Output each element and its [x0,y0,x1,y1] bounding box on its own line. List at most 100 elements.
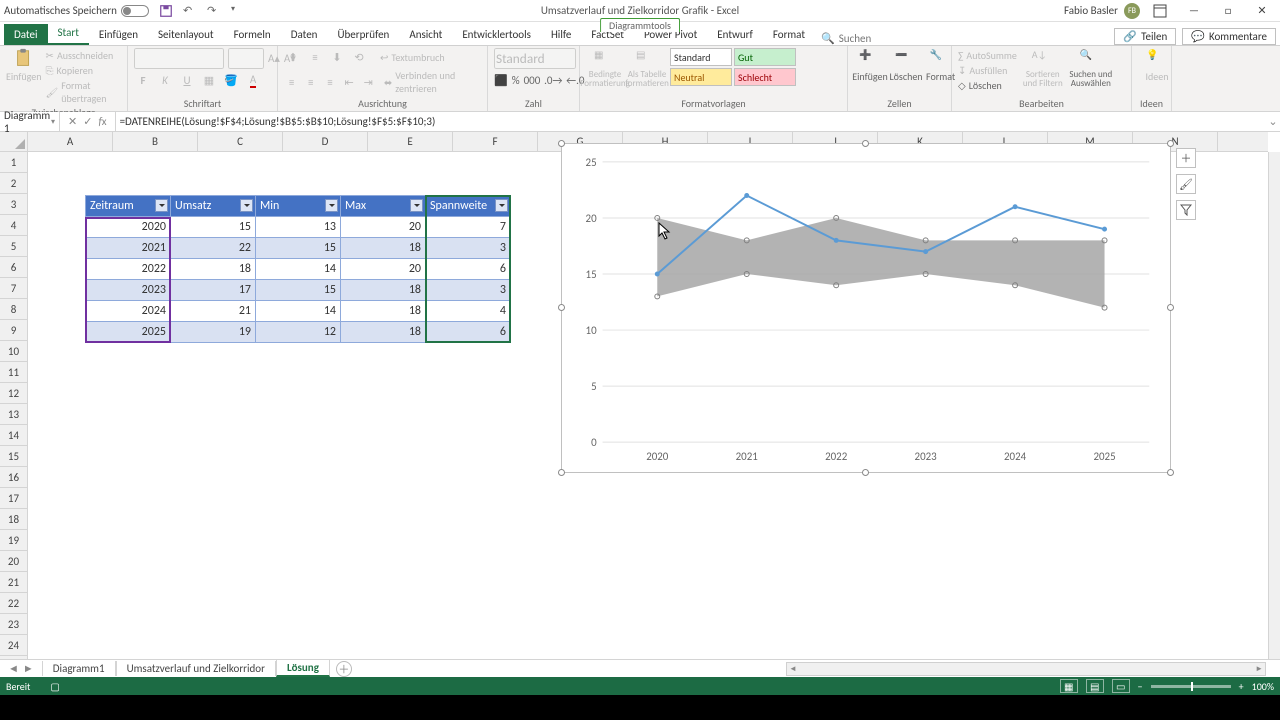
row-header[interactable]: 10 [0,341,27,362]
view-pagebreak-icon[interactable]: ▭ [1112,679,1130,693]
row-header[interactable]: 13 [0,404,27,425]
resize-handle[interactable] [862,140,869,147]
undo-icon[interactable]: ↶ [183,4,197,18]
row-header[interactable]: 15 [0,446,27,467]
cancel-formula-icon[interactable]: ✕ [68,115,77,128]
add-sheet-button[interactable]: ＋ [336,661,352,677]
copy-button[interactable]: ⎘ Kopieren [46,63,121,78]
resize-handle[interactable] [558,469,565,476]
filter-icon[interactable] [325,199,338,212]
select-all-corner[interactable] [0,132,28,152]
align-bottom-icon[interactable]: ⬇ [328,48,346,66]
table-cell[interactable]: 15 [256,280,341,301]
data-table[interactable]: Zeitraum Umsatz Min Max Spannweite 20201… [85,195,511,343]
worksheet-grid[interactable]: ABCDEFGHIJKLMN 1234567891011121314151617… [0,132,1280,659]
find-select-button[interactable]: 🔍Suchen und Auswählen [1069,48,1113,88]
format-painter-button[interactable]: 🖌 Format übertragen [46,78,121,106]
row-header[interactable]: 14 [0,425,27,446]
row-header[interactable]: 20 [0,551,27,572]
sheet-tab[interactable]: Diagramm1 [42,661,116,676]
table-cell[interactable]: 3 [426,280,511,301]
comma-icon[interactable]: 000 [524,71,541,89]
table-cell[interactable]: 2020 [86,217,171,238]
conditional-formatting-button[interactable]: ▦Bedingte Formatierung [586,48,624,88]
view-normal-icon[interactable]: ▦ [1060,679,1078,693]
comments-button[interactable]: 💬Kommentare [1182,28,1276,45]
name-box[interactable]: Diagramm 1 ▾ [0,112,60,131]
row-header[interactable]: 19 [0,530,27,551]
align-left-icon[interactable]: ≡ [284,73,299,91]
fill-color-icon[interactable]: 🪣 [222,71,240,89]
row-header[interactable]: 6 [0,257,27,278]
autosum-button[interactable]: ∑ AutoSumme [958,48,1017,63]
tab-formulas[interactable]: Formeln [224,24,281,45]
table-cell[interactable]: 20 [341,217,426,238]
tab-file[interactable]: Datei [4,24,48,45]
tab-help[interactable]: Hilfe [541,24,581,45]
tab-view[interactable]: Ansicht [399,24,452,45]
sort-filter-button[interactable]: A↓Sortieren und Filtern [1021,48,1065,88]
sheet-nav-prev-icon[interactable]: ◄ [8,662,19,675]
zoom-out-icon[interactable]: − [1138,680,1143,693]
resize-handle[interactable] [862,469,869,476]
row-header[interactable]: 21 [0,572,27,593]
sheet-nav-next-icon[interactable]: ► [23,662,34,675]
align-middle-icon[interactable]: ≡ [306,48,324,66]
format-as-table-button[interactable]: ▤Als Tabelle formatieren [628,48,666,88]
table-cell[interactable]: 3 [426,238,511,259]
resize-handle[interactable] [1167,140,1174,147]
table-cell[interactable]: 2023 [86,280,171,301]
redo-icon[interactable]: ↷ [207,4,221,18]
table-cell[interactable]: 17 [171,280,256,301]
fill-button[interactable]: ↧ Ausfüllen [958,63,1017,78]
ideas-button[interactable]: 💡Ideen [1138,48,1176,83]
indent-dec-icon[interactable]: ⇤ [342,73,357,91]
table-cell[interactable]: 19 [171,322,256,343]
column-header[interactable]: C [198,132,283,151]
row-header[interactable]: 11 [0,362,27,383]
table-cell[interactable]: 2024 [86,301,171,322]
style-good[interactable]: Gut [734,48,796,66]
tab-insert[interactable]: Einfügen [89,24,148,45]
bold-icon[interactable]: F [134,71,152,89]
fx-icon[interactable]: fx [98,115,106,128]
formula-input[interactable]: =DATENREIHE(Lösung!$F$4;Lösung!$B$5:$B$1… [116,115,1266,128]
format-cells-button[interactable]: 🔧Format [926,48,955,83]
table-cell[interactable]: 2025 [86,322,171,343]
table-cell[interactable]: 2022 [86,259,171,280]
tab-design[interactable]: Entwurf [707,24,763,45]
resize-handle[interactable] [558,304,565,311]
insert-cells-button[interactable]: ➕Einfügen [854,48,886,83]
share-button[interactable]: 🔗Teilen [1114,28,1176,45]
user-avatar-icon[interactable]: FB [1124,3,1140,19]
table-cell[interactable]: 14 [256,301,341,322]
qat-more-icon[interactable]: ▾ [231,4,245,18]
resize-handle[interactable] [558,140,565,147]
tab-developer[interactable]: Entwicklertools [452,24,541,45]
table-cell[interactable]: 13 [256,217,341,238]
autosave-toggle[interactable] [121,5,149,17]
tell-me-search[interactable]: 🔍 Suchen [821,32,871,45]
style-standard[interactable]: Standard [670,48,732,66]
chart-object[interactable]: 0510152025202020212022202320242025 ＋ 🖌 [561,143,1171,473]
number-format-combo[interactable] [494,48,576,69]
table-cell[interactable]: 18 [341,280,426,301]
row-header[interactable]: 18 [0,509,27,530]
table-cell[interactable]: 2021 [86,238,171,259]
table-cell[interactable]: 20 [341,259,426,280]
row-header[interactable]: 16 [0,467,27,488]
row-header[interactable]: 12 [0,383,27,404]
row-header[interactable]: 5 [0,236,27,257]
row-header[interactable]: 2 [0,173,27,194]
sheet-tab-active[interactable]: Lösung [276,660,330,677]
row-header[interactable]: 4 [0,215,27,236]
style-bad[interactable]: Schlecht [734,68,796,86]
row-header[interactable]: 22 [0,593,27,614]
table-row[interactable]: 20251912186 [86,322,511,343]
minimize-button[interactable]: — [1180,1,1208,21]
table-cell[interactable]: 6 [426,322,511,343]
tab-format[interactable]: Format [763,24,815,45]
chart-elements-button[interactable]: ＋ [1176,148,1196,168]
orientation-icon[interactable]: ⟲ [350,48,368,66]
inc-decimal-icon[interactable]: .0→ [544,71,562,89]
